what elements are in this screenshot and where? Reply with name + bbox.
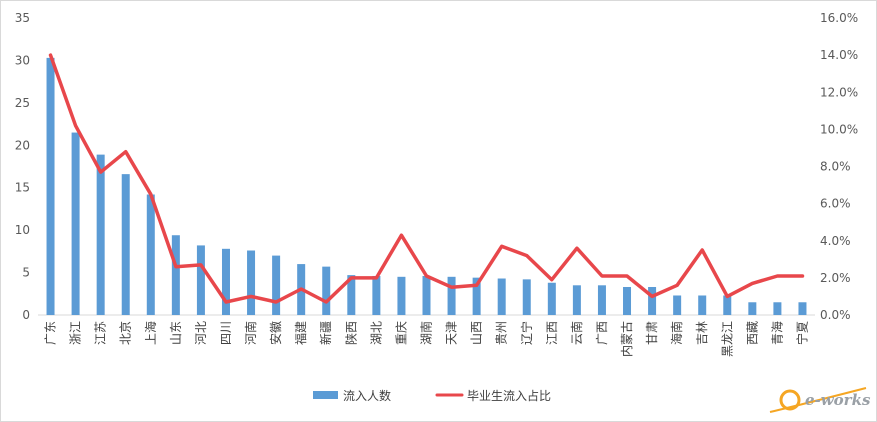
category-label: 重庆 [394,321,408,345]
category-label: 北京 [119,321,133,345]
category-label: 甘肃 [645,321,659,345]
category-label: 贵州 [495,321,509,345]
bar [648,286,657,315]
category-label: 上海 [143,321,158,345]
bar [748,302,757,315]
legend-bar-label: 流入人数 [343,388,391,403]
legend: 流入人数 毕业生流入占比 [313,388,551,403]
bar [572,285,581,315]
bar [497,278,506,315]
y-right-tick: 2.0% [820,271,851,285]
y-left-axis: 0 5 10 15 20 25 30 35 [15,11,30,322]
category-label: 吉林 [695,321,709,345]
bar [773,302,782,315]
y-right-tick: 10.0% [820,122,858,136]
logo-text: e-works [805,391,871,409]
bar [96,154,105,315]
category-label: 宁夏 [795,321,810,345]
bar [723,295,732,315]
y-right-tick: 4.0% [820,234,851,248]
bar [623,286,632,315]
bar [171,235,180,315]
category-label: 新疆 [318,321,333,345]
bar [798,302,807,315]
category-label: 陕西 [343,321,358,345]
category-label: 青海 [769,321,784,345]
bar [673,295,682,315]
category-label: 四川 [219,321,233,345]
bar [247,250,256,315]
y-left-tick: 5 [22,266,30,280]
bar [347,275,356,315]
y-left-tick: 30 [15,53,30,67]
category-label: 广东 [44,321,58,345]
bar [698,295,707,315]
category-label: 辽宁 [519,321,534,345]
bar [422,275,431,315]
category-label: 天津 [445,321,459,345]
bar [522,279,531,315]
y-right-tick: 8.0% [820,160,851,174]
category-label: 湖南 [419,321,434,345]
y-left-tick: 35 [15,11,30,25]
bar [322,266,331,315]
category-label: 黑龙江 [720,321,734,357]
bar [221,248,230,315]
line-series [48,53,805,304]
y-left-tick: 10 [15,223,30,237]
y-left-tick: 20 [15,138,30,152]
category-label: 福建 [293,321,308,345]
category-label: 河北 [194,321,208,345]
category-label: 江西 [545,321,559,345]
bar [597,285,606,315]
category-label: 江苏 [94,321,108,345]
bar [146,194,155,315]
y-right-tick: 16.0% [820,11,858,25]
bar [447,276,456,315]
category-label: 浙江 [69,321,83,345]
logo-e-mark [779,389,801,411]
y-left-tick: 25 [15,96,30,110]
y-right-axis: 0.0% 2.0% 4.0% 6.0% 8.0% 10.0% 12.0% 14.0% 16.0% [820,11,858,322]
category-labels: 广东 浙江 江苏 北京 上海 山东 河北 四川 河南 安徽 福建 新疆 陕西 湖北 重庆 湖南 天津 山西 贵州 辽宁… [44,321,810,357]
category-label: 山西 [470,321,484,345]
bar-series [46,57,807,315]
bar [397,276,406,315]
category-label: 河南 [243,321,258,345]
category-label: 海南 [669,321,684,345]
y-right-tick: 12.0% [820,85,858,99]
category-label: 云南 [569,321,584,345]
logo-swoosh [769,387,867,413]
line-path [48,53,805,304]
bar [372,275,381,315]
category-label: 山东 [169,321,183,345]
bar [71,132,80,315]
bar [472,277,481,315]
y-right-tick: 0.0% [820,308,851,322]
category-label: 广西 [595,321,609,345]
y-right-tick: 14.0% [820,48,858,62]
category-label: 湖北 [368,321,383,345]
y-left-tick: 15 [15,181,30,195]
category-label: 内蒙古 [619,321,634,357]
category-label: 安徽 [268,321,283,345]
bar [121,174,130,315]
legend-line-label: 毕业生流入占比 [467,388,551,403]
category-label: 西藏 [745,321,759,345]
y-right-tick: 6.0% [820,197,851,211]
e-works-logo: e-works [769,387,871,413]
y-left-tick: 0 [22,308,30,322]
bar [196,245,205,315]
bar [547,282,556,315]
bar [272,255,281,315]
legend-bar-swatch [313,391,338,399]
bar [46,57,55,315]
